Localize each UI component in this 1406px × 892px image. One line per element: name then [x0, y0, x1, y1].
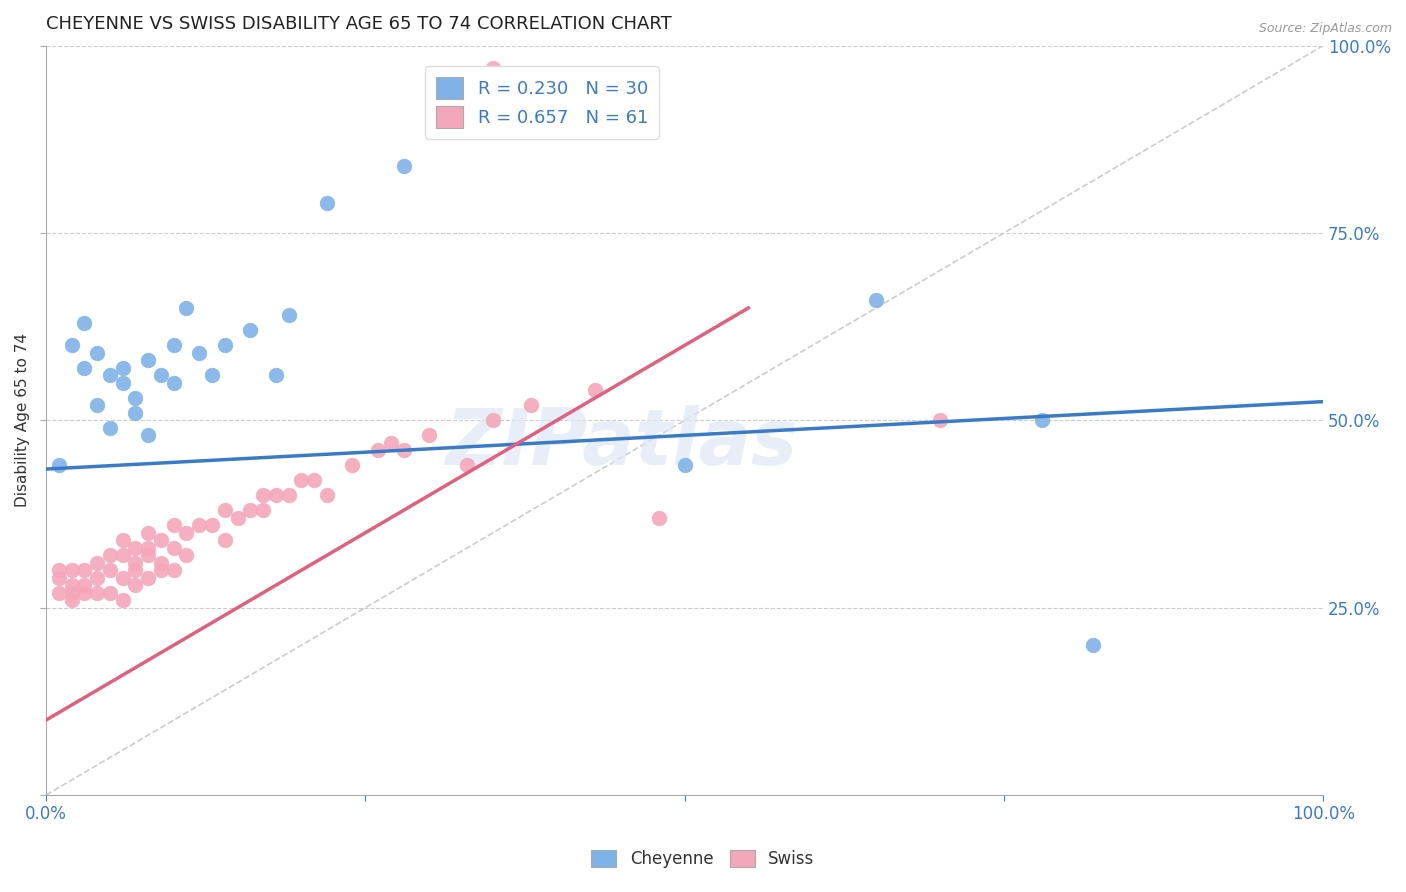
- Point: [583, 384, 606, 398]
- Point: [482, 413, 505, 427]
- Point: [98, 421, 121, 435]
- Point: [111, 360, 134, 375]
- Point: [136, 548, 159, 562]
- Point: [176, 525, 198, 540]
- Point: [149, 533, 172, 548]
- Point: [48, 585, 70, 599]
- Point: [264, 368, 287, 383]
- Point: [302, 473, 325, 487]
- Point: [239, 323, 262, 337]
- Point: [201, 518, 224, 533]
- Point: [1083, 638, 1105, 652]
- Point: [86, 571, 108, 585]
- Point: [98, 585, 121, 599]
- Legend: R = 0.230   N = 30, R = 0.657   N = 61: R = 0.230 N = 30, R = 0.657 N = 61: [426, 66, 659, 139]
- Point: [149, 556, 172, 570]
- Point: [316, 488, 339, 502]
- Point: [73, 578, 96, 592]
- Point: [865, 293, 887, 308]
- Point: [418, 428, 440, 442]
- Y-axis label: Disability Age 65 to 74: Disability Age 65 to 74: [15, 334, 30, 508]
- Point: [136, 353, 159, 368]
- Point: [149, 368, 172, 383]
- Point: [277, 488, 299, 502]
- Point: [316, 196, 339, 211]
- Point: [176, 301, 198, 315]
- Point: [124, 578, 146, 592]
- Point: [86, 346, 108, 360]
- Legend: Cheyenne, Swiss: Cheyenne, Swiss: [585, 843, 821, 875]
- Point: [252, 503, 274, 517]
- Point: [392, 159, 415, 173]
- Point: [48, 563, 70, 577]
- Point: [277, 309, 299, 323]
- Point: [201, 368, 224, 383]
- Text: ZIPatlas: ZIPatlas: [444, 405, 797, 481]
- Point: [214, 338, 236, 352]
- Point: [73, 360, 96, 375]
- Point: [149, 563, 172, 577]
- Point: [73, 316, 96, 330]
- Point: [60, 578, 83, 592]
- Point: [226, 510, 249, 524]
- Point: [929, 413, 952, 427]
- Point: [98, 368, 121, 383]
- Point: [73, 585, 96, 599]
- Point: [252, 488, 274, 502]
- Point: [520, 398, 543, 412]
- Point: [673, 458, 696, 473]
- Point: [482, 61, 505, 75]
- Point: [214, 533, 236, 548]
- Point: [136, 541, 159, 555]
- Point: [188, 346, 211, 360]
- Point: [124, 406, 146, 420]
- Point: [48, 458, 70, 473]
- Point: [60, 593, 83, 607]
- Point: [124, 563, 146, 577]
- Point: [342, 458, 364, 473]
- Point: [111, 571, 134, 585]
- Point: [648, 510, 671, 524]
- Point: [86, 585, 108, 599]
- Point: [86, 556, 108, 570]
- Point: [124, 556, 146, 570]
- Text: CHEYENNE VS SWISS DISABILITY AGE 65 TO 74 CORRELATION CHART: CHEYENNE VS SWISS DISABILITY AGE 65 TO 7…: [46, 15, 672, 33]
- Point: [111, 376, 134, 390]
- Point: [214, 503, 236, 517]
- Point: [456, 458, 478, 473]
- Point: [98, 548, 121, 562]
- Point: [136, 571, 159, 585]
- Point: [98, 563, 121, 577]
- Point: [48, 571, 70, 585]
- Point: [136, 428, 159, 442]
- Point: [60, 563, 83, 577]
- Point: [124, 541, 146, 555]
- Point: [264, 488, 287, 502]
- Point: [163, 376, 186, 390]
- Point: [124, 391, 146, 405]
- Point: [367, 443, 389, 458]
- Point: [163, 563, 186, 577]
- Point: [163, 338, 186, 352]
- Point: [111, 548, 134, 562]
- Point: [163, 541, 186, 555]
- Point: [392, 443, 415, 458]
- Point: [73, 563, 96, 577]
- Point: [239, 503, 262, 517]
- Point: [136, 525, 159, 540]
- Point: [380, 435, 402, 450]
- Point: [86, 398, 108, 412]
- Point: [163, 518, 186, 533]
- Point: [111, 533, 134, 548]
- Point: [60, 585, 83, 599]
- Point: [290, 473, 312, 487]
- Point: [176, 548, 198, 562]
- Text: Source: ZipAtlas.com: Source: ZipAtlas.com: [1258, 22, 1392, 36]
- Point: [188, 518, 211, 533]
- Point: [111, 593, 134, 607]
- Point: [1031, 413, 1053, 427]
- Point: [60, 338, 83, 352]
